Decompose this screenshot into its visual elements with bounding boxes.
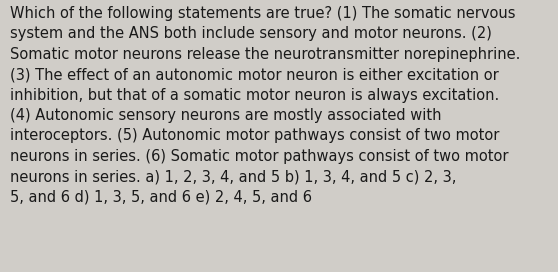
Text: Which of the following statements are true? (1) The somatic nervous
system and t: Which of the following statements are tr… <box>10 6 521 205</box>
